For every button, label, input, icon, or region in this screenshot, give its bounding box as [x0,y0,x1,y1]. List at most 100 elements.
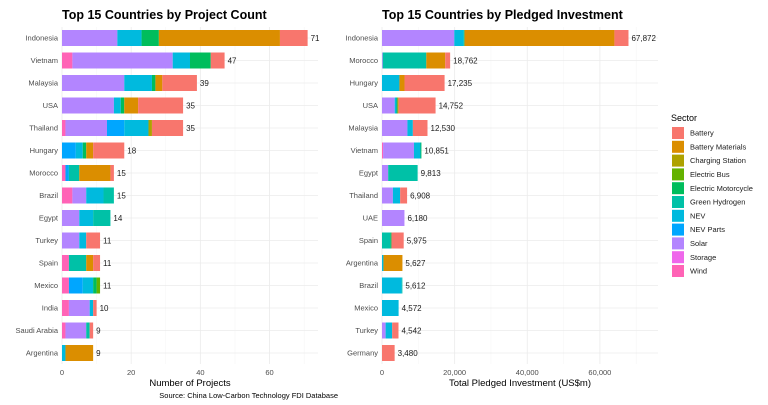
y-tick-label: Egypt [359,169,379,178]
legend-item-label: Wind [690,267,707,276]
bar-segment-wind [62,187,73,204]
legend-swatch [672,251,684,264]
bar-segment-solar [62,97,114,114]
bar-segment-green-hydrogen [401,277,403,294]
pledged-investment-panel: 0 20,000 40,000 60,000 Indonesia 67,872 Morocc… [345,27,658,377]
y-tick-label: Germany [347,349,378,358]
x-tick-label: 40 [196,368,204,377]
bar-segment-wind [62,277,69,294]
bar-segment-solar [382,165,389,181]
y-tick-label: Hungary [30,146,59,155]
bar-segment-battery [210,52,225,69]
bar-segment-nev [82,277,94,294]
bar-segment-battery [93,255,101,271]
y-tick-label: Hungary [350,79,379,88]
bar-segment-battery [93,142,125,159]
legend-swatch [672,154,684,167]
bar-segment-nev-parts [106,120,125,136]
bar-segment-electric-motorcycle [120,97,125,114]
bar-total-label: 35 [186,101,195,110]
bar-segment-solar [68,300,90,316]
bar-segment-nev [124,75,152,91]
y-tick-label: Malaysia [348,124,378,133]
y-tick-label: Saudi Arabia [15,326,58,335]
legend-swatch [672,182,684,195]
bar-segment-green-hydrogen [68,255,87,271]
bar-segment-green-hydrogen [68,165,80,181]
bar-segment-solar [382,120,408,136]
bar-segment-battery [382,345,395,361]
bar-segment-wind [62,120,66,136]
bar-segment-battery [412,120,428,136]
bar-segment-nev [382,255,384,271]
bar-segment-nev [454,30,464,46]
legend-item-label: Charging Station [690,156,746,165]
bar-segment-battery-materials [158,30,280,46]
bar-segment-solar [72,52,173,69]
left-x-axis-title: Number of Projects [149,378,231,389]
bar-segment-electric-motorcycle [396,97,398,114]
bar-total-label: 6,180 [407,214,428,223]
bar-segment-nev [382,75,400,91]
bar-segment-battery [404,75,445,91]
bar-total-label: 10 [100,304,109,313]
y-tick-label: Argentina [26,349,59,358]
y-tick-label: Turkey [355,326,378,335]
y-tick-label: Indonesia [345,34,378,43]
bar-total-label: 5,612 [405,281,426,290]
bar-total-label: 9,813 [421,169,442,178]
y-tick-label: Brazil [39,191,58,200]
y-tick-label: Thailand [349,191,378,200]
y-tick-label: Mexico [34,281,58,290]
bar-segment-battery-materials [86,255,94,271]
bar-segment-nev [75,142,83,159]
y-tick-label: USA [43,101,58,110]
y-tick-label: Spain [39,259,58,268]
y-tick-label: Brazil [359,281,378,290]
bar-segment-battery [93,300,97,316]
bar-total-label: 12,530 [431,124,456,133]
bar-segment-battery [398,97,436,114]
bar-total-label: 18,762 [453,56,478,65]
bar-segment-solar [62,232,80,249]
legend-item-label: Electric Motorcycle [690,184,753,193]
x-tick-label: 20 [127,368,135,377]
bar-total-label: 11 [103,281,112,290]
bar-segment-green-hydrogen [86,322,90,339]
bar-segment-nev [79,210,94,226]
bar-segment-nev [79,232,87,249]
bar-segment-solar [382,97,395,114]
bar-segment-electric-motorcycle [390,232,392,249]
bar-segment-electric-motorcycle [82,142,87,159]
bar-total-label: 67,872 [631,34,656,43]
source-caption: Source: China Low-Carbon Technology FDI … [159,391,338,400]
x-tick-label: 0 [380,368,384,377]
legend-item-label: Green Hydrogen [690,198,745,207]
bar-segment-wind [62,255,69,271]
bar-segment-nev [382,277,402,294]
legend-item-label: NEV [690,211,705,220]
bar-segment-electric-bus [96,277,101,294]
x-tick-label: 40,000 [516,368,539,377]
bar-segment-nev [382,300,399,316]
bar-segment-electric-motorcycle [420,142,422,159]
bar-segment-green-hydrogen [463,30,465,46]
bar-segment-electric-motorcycle [190,52,211,69]
y-tick-label: Morocco [349,56,378,65]
y-tick-label: Indonesia [25,34,58,43]
bar-segment-battery [400,187,408,204]
bar-total-label: 4,542 [401,326,422,335]
legend-item-label: NEV Parts [690,225,725,234]
legend-swatch [672,196,684,208]
bar-segment-wind [62,300,69,316]
y-tick-label: Argentina [346,259,379,268]
bar-total-label: 11 [103,259,112,268]
bar-segment-electric-motorcycle [93,277,97,294]
bar-total-label: 3,480 [398,349,419,358]
y-tick-label: USA [363,101,378,110]
bar-total-label: 5,975 [407,236,428,245]
bar-segment-nev [62,345,66,361]
legend-swatch [672,237,684,250]
y-tick-label: Thailand [29,124,58,133]
legend-item-label: Battery [690,129,714,138]
